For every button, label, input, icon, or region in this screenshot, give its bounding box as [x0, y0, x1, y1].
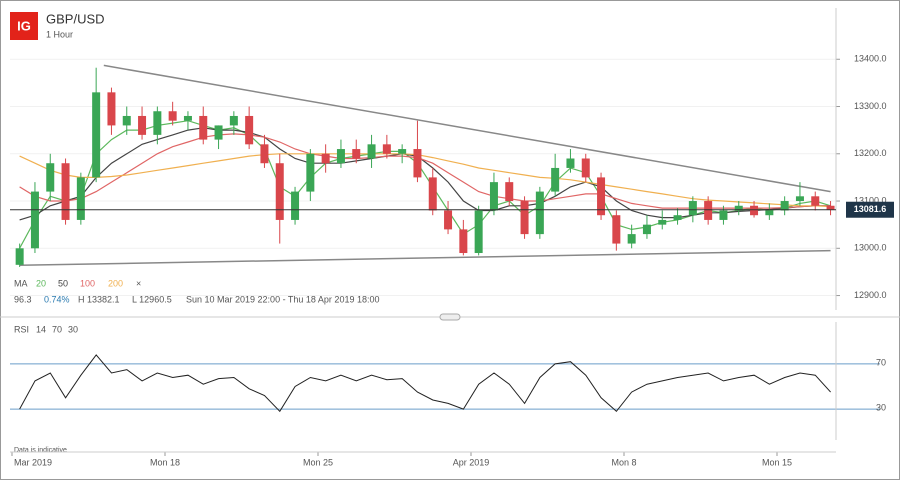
y-tick-label: 30 — [876, 402, 886, 412]
candle-body — [489, 182, 498, 211]
candle-body — [734, 205, 743, 211]
ma-line — [19, 153, 831, 208]
rsi-line — [19, 354, 831, 413]
candle-body — [367, 144, 376, 159]
candle-body — [750, 205, 759, 216]
indicator-period: 14 — [36, 324, 46, 334]
candle-body — [459, 229, 468, 254]
candle-body — [107, 92, 116, 126]
x-tick-label: Mon 25 — [303, 457, 333, 467]
candle-body — [566, 158, 575, 168]
interval: 1 Hour — [46, 29, 73, 39]
x-tick-label: Mar 2019 — [14, 457, 52, 467]
candle-body — [398, 149, 407, 154]
indicator-label: RSI — [14, 324, 29, 334]
candle-body — [505, 182, 514, 202]
candle-body — [780, 201, 789, 211]
resize-handle[interactable] — [439, 313, 461, 321]
level-legend: 70 — [52, 324, 62, 334]
ma-label: MA — [14, 278, 28, 288]
candle-body — [551, 167, 560, 192]
x-tick-label: Mon 15 — [762, 457, 792, 467]
candle-body — [658, 219, 667, 225]
y-tick-label: 70 — [876, 357, 886, 367]
candle-body — [183, 115, 192, 121]
last-price-box — [846, 201, 894, 218]
candle-body — [444, 210, 453, 230]
candle-body — [199, 115, 208, 140]
candle-body — [719, 210, 728, 220]
candle-body — [122, 115, 131, 126]
candle-body — [627, 234, 636, 244]
legend-entry[interactable]: 200 — [108, 278, 123, 288]
candle-body — [30, 191, 39, 249]
info-low: L 12960.5 — [132, 294, 172, 304]
candle-body — [275, 163, 284, 220]
candle-body — [688, 201, 697, 216]
y-tick-label: 13100.0 — [854, 195, 887, 205]
candle-body — [704, 201, 713, 220]
level-legend: 30 — [68, 324, 78, 334]
candle-body — [229, 115, 238, 126]
candle-body — [336, 149, 345, 164]
candle-body — [61, 163, 70, 220]
candle-body — [76, 177, 85, 220]
legend-entry[interactable]: 100 — [80, 278, 95, 288]
candle-body — [520, 201, 529, 235]
x-tick-label: Mon 8 — [611, 457, 636, 467]
y-tick-label: 13400.0 — [854, 54, 887, 64]
candle-body — [138, 115, 147, 135]
candle-body — [597, 177, 606, 216]
x-tick-label: Apr 2019 — [453, 457, 490, 467]
candle-body — [15, 248, 24, 265]
candle-body — [92, 92, 101, 178]
y-tick-label: 13000.0 — [854, 243, 887, 253]
note: Data is indicative — [14, 447, 67, 454]
candle-body — [581, 158, 590, 178]
candle-body — [826, 205, 835, 210]
close-icon[interactable]: × — [136, 278, 141, 288]
logo-box — [10, 12, 38, 40]
info-change-pct: 0.74% — [44, 294, 70, 304]
y-tick-label: 12900.0 — [854, 290, 887, 300]
candle-body — [811, 196, 820, 206]
x-tick-label: Mon 18 — [150, 457, 180, 467]
y-tick-label: 13200.0 — [854, 148, 887, 158]
candle-body — [352, 149, 361, 159]
last-price-label: 13081.6 — [854, 204, 887, 214]
candle-body — [474, 210, 483, 254]
candle-body — [153, 111, 162, 135]
candle-body — [413, 149, 422, 178]
candle-body — [535, 191, 544, 235]
legend-entry[interactable]: 20 — [36, 278, 46, 288]
trendline — [103, 64, 831, 193]
info-range: Sun 10 Mar 2019 22:00 - Thu 18 Apr 2019 … — [186, 294, 379, 304]
candle-body — [321, 153, 330, 164]
candle-body — [795, 196, 804, 202]
candle-body — [673, 215, 682, 220]
legend-entry[interactable]: 50 — [58, 278, 68, 288]
candle-body — [245, 115, 254, 145]
candle-body — [612, 215, 621, 244]
candle-body — [46, 163, 55, 192]
candle-body — [306, 153, 315, 192]
candle-body — [642, 224, 651, 235]
candle-body — [214, 125, 223, 140]
candle-body — [428, 177, 437, 211]
candle-body — [260, 144, 269, 164]
candle-body — [168, 111, 177, 121]
logo: IG — [17, 18, 31, 33]
symbol: GBP/USD — [46, 11, 105, 26]
candle-body — [291, 191, 300, 220]
trendline — [19, 249, 831, 267]
y-tick-label: 13300.0 — [854, 101, 887, 111]
candle-body — [765, 210, 774, 216]
candle-body — [382, 144, 391, 154]
info-change: 96.3 — [14, 294, 32, 304]
info-high: H 13382.1 — [78, 294, 120, 304]
